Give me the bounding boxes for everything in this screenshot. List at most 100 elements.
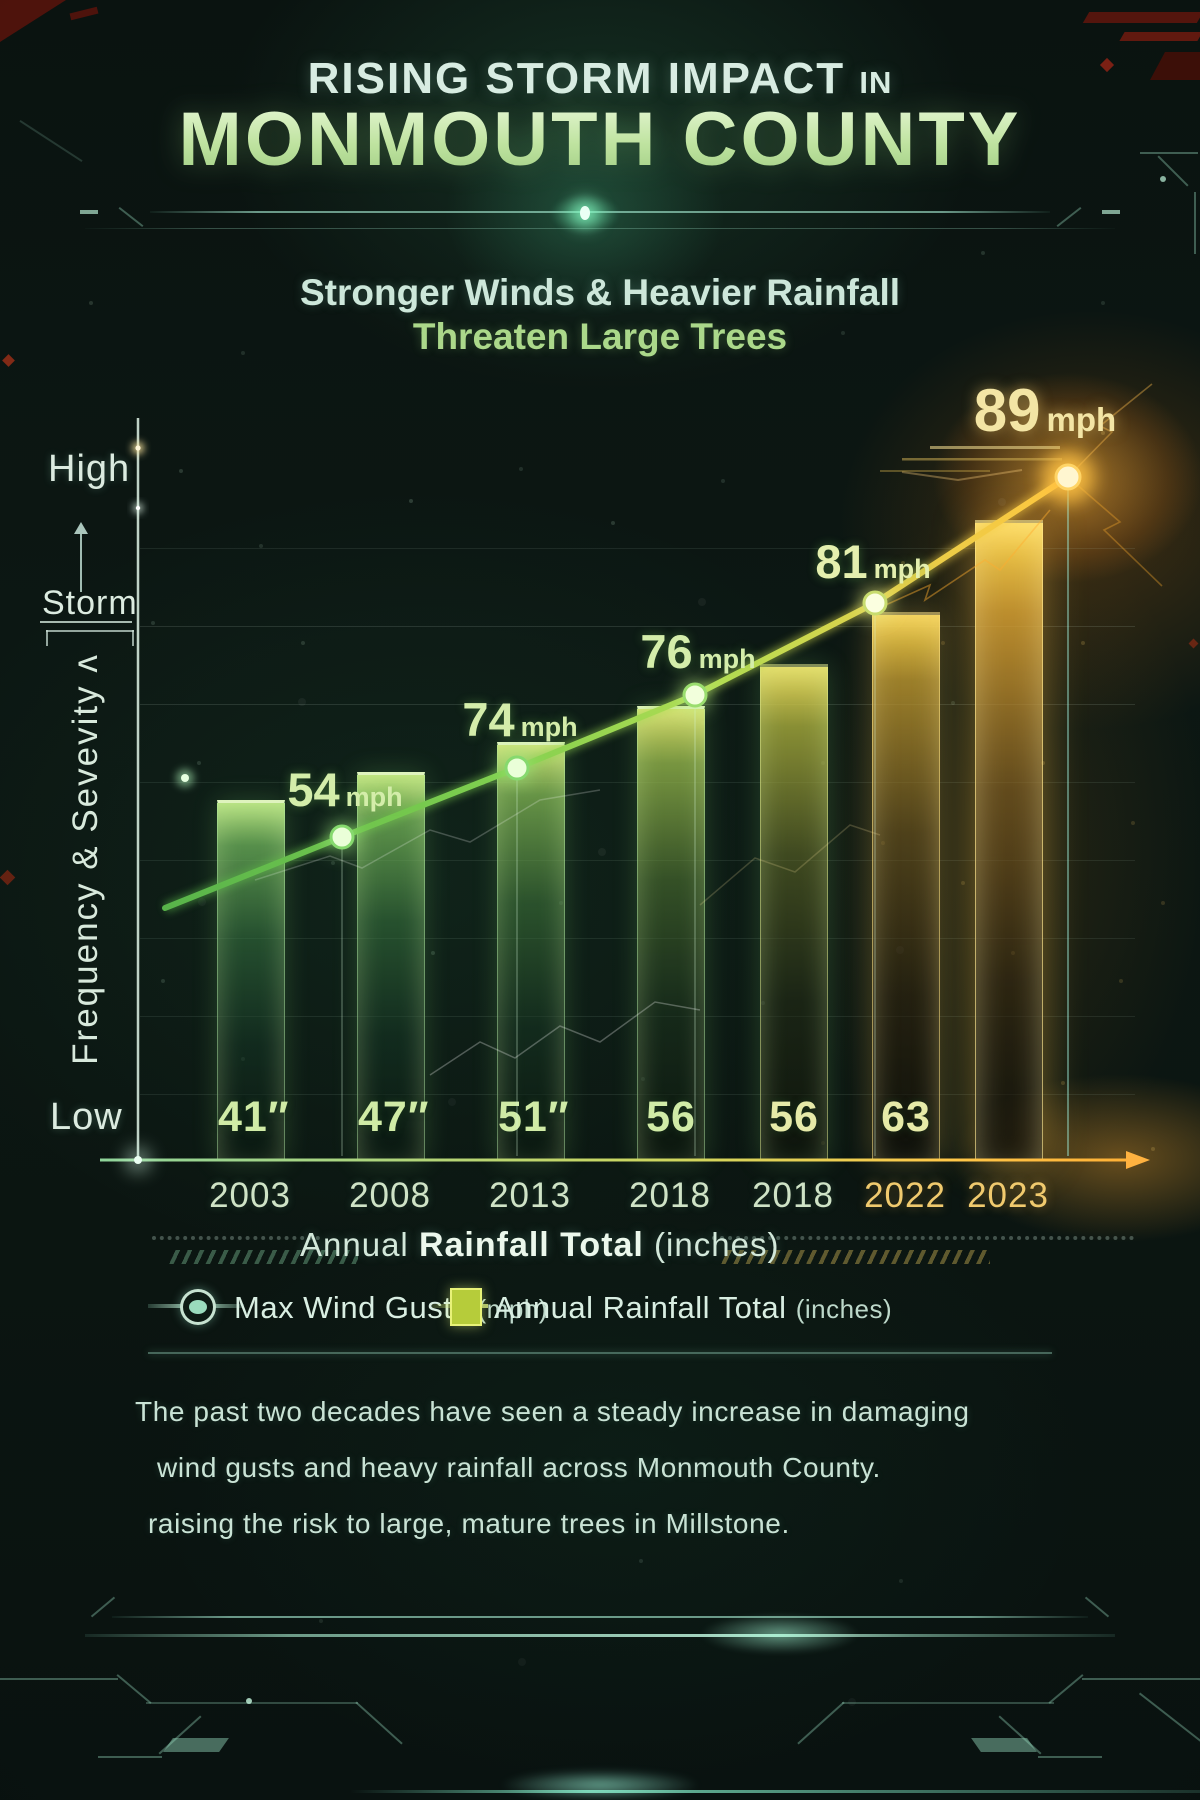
x-tick-label-2023: 2023 xyxy=(967,1176,1049,1215)
wind-gust-value: 74 xyxy=(462,693,515,746)
y-axis-line xyxy=(132,418,144,1162)
title-divider-line xyxy=(150,211,1050,213)
wind-gust-unit: mph xyxy=(1046,401,1117,438)
y-axis-bracket-left xyxy=(46,630,48,646)
subtitle-line-2: Threaten Large Trees xyxy=(412,316,788,357)
footer-line-2: wind gusts and heavy rainfall across Mon… xyxy=(157,1452,881,1483)
wind-gust-label-54: 54 mph xyxy=(250,762,440,817)
bottom-frame-line-2 xyxy=(85,1634,1115,1637)
x-tick-label-2018a: 2018 xyxy=(629,1176,711,1215)
x-axis-arrow-icon xyxy=(1126,1151,1150,1169)
y-axis-bracket-right xyxy=(132,630,134,646)
page-title: MONMOUTH COUNTY xyxy=(0,96,1200,183)
y-axis-low-label: Low xyxy=(50,1096,123,1138)
corner-decor-top-left xyxy=(0,0,66,42)
bar-value-label: 41″ xyxy=(218,1093,290,1141)
bar-2003: 41″ xyxy=(217,800,290,1161)
wind-gust-unit: mph xyxy=(345,782,403,812)
x-tick-label-2018b: 2018 xyxy=(752,1176,834,1215)
circuit-decor-bottom-right-5 xyxy=(1038,1756,1102,1758)
footer-line-3: raising the risk to large, mature trees … xyxy=(148,1508,790,1539)
bar-2022: 63 xyxy=(872,612,940,1161)
bar-2018-b: 56 xyxy=(760,664,828,1161)
circuit-decor-bottom-right-2 xyxy=(1048,1674,1084,1704)
legend-item-rainfall-unit: (inches) xyxy=(795,1294,893,1324)
legend-square-swatch-icon xyxy=(450,1288,482,1326)
y-axis-bracket-top xyxy=(46,630,134,632)
circuit-decor-bottom-left-3 xyxy=(146,1702,358,1704)
bottom-edge-glow-line xyxy=(350,1790,1200,1793)
legend-item-rainfall: Annual Rainfall Total (inches) xyxy=(494,1290,892,1326)
circuit-decor-bottom-left-5 xyxy=(98,1756,162,1758)
wind-gust-value: 54 xyxy=(287,763,340,816)
y-axis-storm-underline xyxy=(40,621,132,623)
x-tick-label-2008: 2008 xyxy=(349,1176,431,1215)
title-divider-dot xyxy=(580,206,590,220)
wind-gust-value: 89 xyxy=(973,377,1041,444)
y-axis-vertical-label: Frequency & Sevevity ᴧ xyxy=(66,653,105,1065)
circuit-decor-bottom-right-4 xyxy=(797,1701,845,1745)
wind-gust-label-89: 89 mph xyxy=(930,376,1160,445)
circuit-decor-bottom-right-1 xyxy=(1082,1678,1200,1680)
x-axis-title-part2: Rainfall Total xyxy=(418,1226,644,1264)
wind-gust-unit: mph xyxy=(698,644,756,674)
wind-gust-label-76: 76 mph xyxy=(603,624,793,679)
circuit-decor-bottom-right-3 xyxy=(842,1702,1054,1704)
stray-glow-dot xyxy=(176,769,194,787)
wind-gust-label-81: 81 mph xyxy=(778,534,968,589)
footer-divider xyxy=(148,1352,1052,1354)
corner-decor-top-right-1 xyxy=(1082,12,1200,23)
bar-2018-a: 56 xyxy=(637,706,705,1161)
subtitle-line-1: Stronger Winds & Heavier Rainfall xyxy=(299,272,901,313)
red-speck-2 xyxy=(0,869,16,886)
circuit-decor-top-right-c xyxy=(1194,192,1196,254)
axis-title-dotted-left xyxy=(152,1236,320,1240)
circuit-decor-bottom-right-7 xyxy=(1138,1692,1200,1750)
bar-value-label: 51″ xyxy=(498,1093,570,1141)
legend-circle-marker-core xyxy=(189,1300,207,1314)
bar-value-label: 63 xyxy=(881,1093,931,1141)
x-axis-title: Annual Rainfall Total (inches) xyxy=(300,1226,778,1265)
wind-gust-unit: mph xyxy=(873,554,931,584)
circuit-decor-bottom-left-4 xyxy=(355,1701,403,1745)
title-line-1-in: IN xyxy=(859,65,893,100)
corner-decor-top-left-dash xyxy=(69,6,99,21)
circuit-decor-bottom-left-dot xyxy=(246,1698,252,1704)
circuit-decor-bottom-left-1 xyxy=(0,1678,118,1680)
bottom-frame-bend-right xyxy=(1084,1596,1110,1618)
x-tick-label-2003: 2003 xyxy=(209,1176,291,1215)
wind-gust-marker-89 xyxy=(1042,451,1094,503)
bottom-frame-bend-left xyxy=(90,1596,116,1618)
bar-2023 xyxy=(975,520,1043,1161)
bar-2013: 51″ xyxy=(497,742,570,1161)
wind-gust-marker-54 xyxy=(326,821,358,853)
title-divider-tick-left xyxy=(80,210,98,214)
bar-value-label: 56 xyxy=(646,1093,696,1141)
wind-gust-unit: mph xyxy=(520,712,578,742)
x-tick-label-2013: 2013 xyxy=(489,1176,571,1215)
title-divider-tick-right xyxy=(1102,210,1120,214)
y-axis-high-label: High xyxy=(48,448,131,490)
y-axis-arrow-head xyxy=(74,522,88,534)
wind-gust-value: 81 xyxy=(815,535,868,588)
red-speck-3 xyxy=(1188,638,1199,649)
circuit-decor-bottom-left-quad xyxy=(163,1738,229,1752)
circuit-decor-bottom-right-quad xyxy=(971,1738,1037,1752)
legend-item-rainfall-label: Annual Rainfall Total xyxy=(494,1290,787,1325)
bar-value-label: 56 xyxy=(769,1093,819,1141)
title-divider-bend-right xyxy=(1056,206,1082,228)
wind-gust-value: 76 xyxy=(640,625,693,678)
bottom-edge-glow xyxy=(500,1770,700,1800)
circuit-decor-bottom-left-2 xyxy=(116,1674,152,1704)
footer-line-1: The past two decades have seen a steady … xyxy=(135,1396,970,1427)
bottom-frame-line-1 xyxy=(112,1616,1088,1618)
x-axis-title-part1: Annual xyxy=(300,1226,419,1263)
bar-value-label: 47″ xyxy=(358,1093,430,1141)
corner-decor-top-right-2 xyxy=(1119,32,1200,41)
bar-2008: 47″ xyxy=(357,772,430,1161)
title-divider-line-2 xyxy=(85,228,1115,229)
marker-drop-lines xyxy=(341,490,1069,1156)
wind-gust-label-74: 74 mph xyxy=(425,692,615,747)
title-divider-bend-left xyxy=(118,206,144,228)
